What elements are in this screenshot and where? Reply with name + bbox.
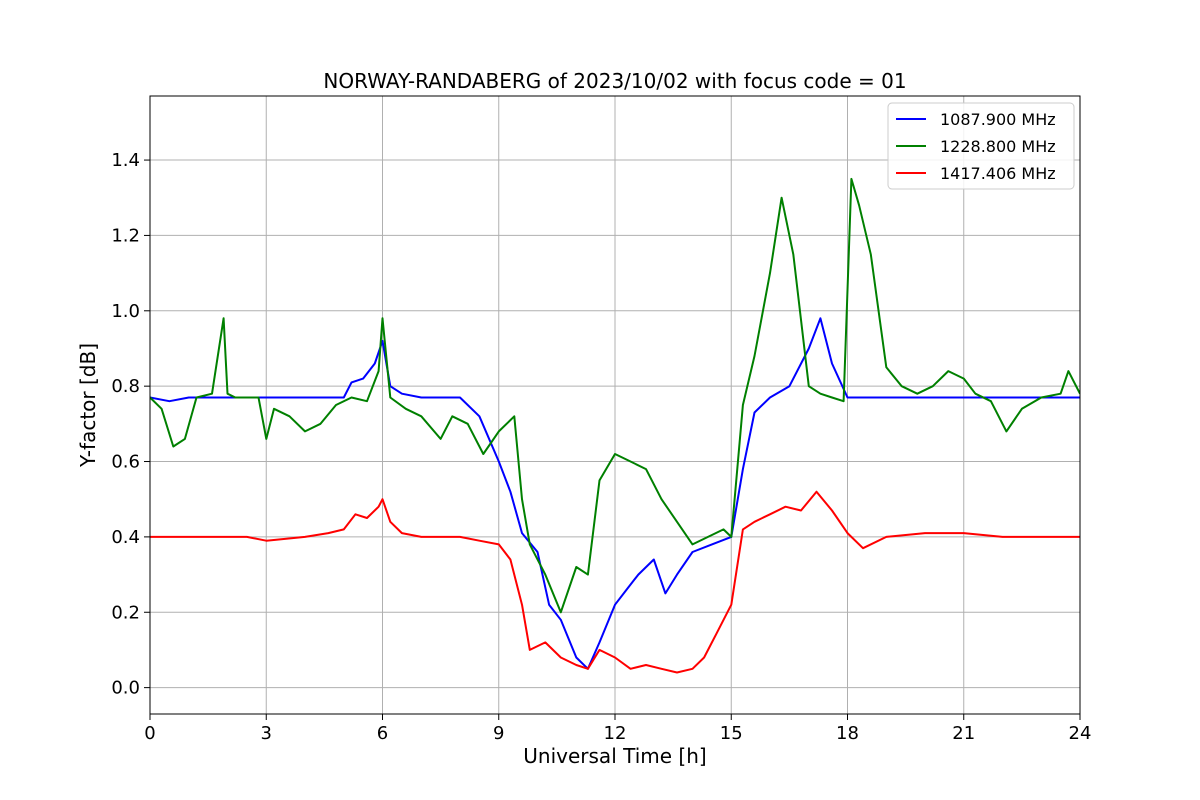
y-tick-label: 0.2	[111, 602, 140, 623]
x-tick-label: 18	[836, 723, 859, 744]
y-tick-label: 0.0	[111, 678, 140, 699]
y-axis-label: Y-factor [dB]	[76, 343, 100, 468]
x-tick-label: 6	[377, 723, 388, 744]
legend: 1087.900 MHz 1228.800 MHz 1417.406 MHz	[887, 102, 1075, 190]
x-tick-label: 24	[1069, 723, 1092, 744]
x-axis-label: Universal Time [h]	[523, 744, 706, 768]
chart-title: NORWAY-RANDABERG of 2023/10/02 with focu…	[323, 69, 906, 93]
y-tick-label: 0.4	[111, 527, 140, 548]
y-tick-label: 0.8	[111, 376, 140, 397]
x-tick-label: 15	[720, 723, 743, 744]
series-line-3	[150, 490, 1080, 674]
legend-label: 1087.900 MHz	[940, 110, 1056, 129]
series-line-1	[150, 317, 1080, 670]
legend-label: 1228.800 MHz	[940, 137, 1056, 156]
series-lines	[150, 177, 1080, 674]
series-line-2	[150, 177, 1080, 614]
y-tick-label: 1.2	[111, 225, 140, 246]
x-tick-label: 9	[493, 723, 504, 744]
y-tick-label: 0.6	[111, 452, 140, 473]
y-tick-label: 1.4	[111, 150, 140, 171]
y-tick-label: 1.0	[111, 301, 140, 322]
y-axis-ticks: 0.0 0.2 0.4 0.6 0.8 1.0 1.2 1.4	[111, 150, 150, 699]
legend-label: 1417.406 MHz	[940, 164, 1056, 183]
x-tick-label: 3	[261, 723, 272, 744]
x-tick-label: 0	[144, 723, 155, 744]
x-tick-label: 21	[952, 723, 975, 744]
x-axis-ticks: 0 3 6 9 12 15 18 21 24	[144, 714, 1091, 744]
legend-box	[887, 102, 1075, 190]
x-tick-label: 12	[604, 723, 627, 744]
